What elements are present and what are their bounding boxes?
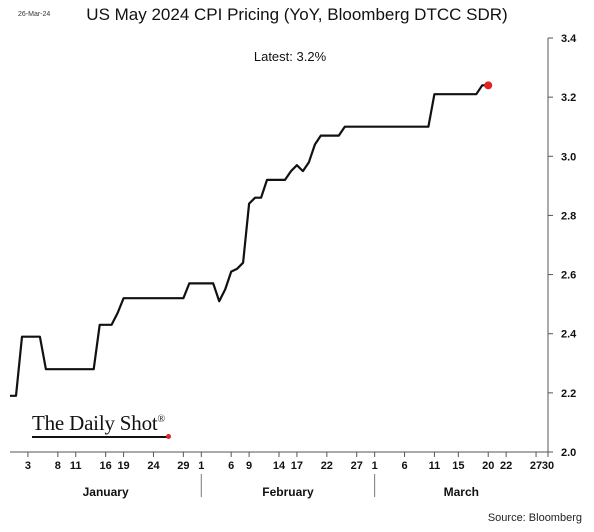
logo-registered-mark: ® xyxy=(157,414,166,425)
x-tick-label: 15 xyxy=(452,460,464,472)
x-tick-label: 16 xyxy=(100,460,112,472)
month-label: February xyxy=(262,485,314,499)
logo-red-dot xyxy=(166,434,171,439)
x-tick-label: 6 xyxy=(401,460,407,472)
latest-point-marker xyxy=(484,81,493,90)
x-tick-label: 17 xyxy=(291,460,303,472)
latest-value-label: Latest: 3.2% xyxy=(253,49,327,64)
x-tick-label: 27 xyxy=(351,460,363,472)
x-tick-label: 6 xyxy=(228,460,234,472)
x-tick-label: 14 xyxy=(273,460,286,472)
y-tick-label: 2.8 xyxy=(561,210,576,222)
month-label: January xyxy=(83,485,129,499)
chart-axes: 2.02.22.42.62.83.03.23.43 8 11 16 19 24 29 1 6 9 1… xyxy=(10,33,577,499)
x-tick-label: 30 xyxy=(542,460,554,472)
x-tick-label: 3 xyxy=(25,460,31,472)
x-tick-label: 19 xyxy=(117,460,129,472)
x-tick-label: 11 xyxy=(429,460,441,472)
x-tick-label: 20 xyxy=(482,460,494,472)
x-tick-label: 1 xyxy=(198,460,204,472)
y-tick-label: 2.0 xyxy=(561,447,576,459)
x-tick-label: 9 xyxy=(246,460,252,472)
y-tick-label: 3.0 xyxy=(561,151,576,163)
y-tick-label: 2.6 xyxy=(561,270,576,282)
series-layer xyxy=(10,81,493,397)
y-tick-label: 3.4 xyxy=(561,33,577,45)
y-tick-label: 3.2 xyxy=(561,92,576,104)
y-tick-label: 2.2 xyxy=(561,388,576,400)
daily-shot-logo: The Daily Shot® xyxy=(32,411,165,436)
x-tick-label: 22 xyxy=(500,460,512,472)
month-label: March xyxy=(444,485,479,499)
x-tick-label: 24 xyxy=(147,460,160,472)
x-tick-label: 29 xyxy=(177,460,189,472)
x-tick-label: 1 xyxy=(372,460,378,472)
logo-text: The Daily Shot xyxy=(32,411,158,435)
x-tick-label: 8 xyxy=(55,460,61,472)
x-tick-label: 22 xyxy=(321,460,333,472)
source-note: Source: Bloomberg xyxy=(487,512,582,524)
x-tick-label: 11 xyxy=(70,460,82,472)
series-line xyxy=(10,84,489,397)
logo-underline xyxy=(32,436,168,438)
date-stamp: 26-Mar-24 xyxy=(18,11,51,18)
y-tick-label: 2.4 xyxy=(561,329,577,341)
x-tick-label: 27 xyxy=(530,460,542,472)
chart-title: US May 2024 CPI Pricing (YoY, Bloomberg … xyxy=(86,5,508,24)
